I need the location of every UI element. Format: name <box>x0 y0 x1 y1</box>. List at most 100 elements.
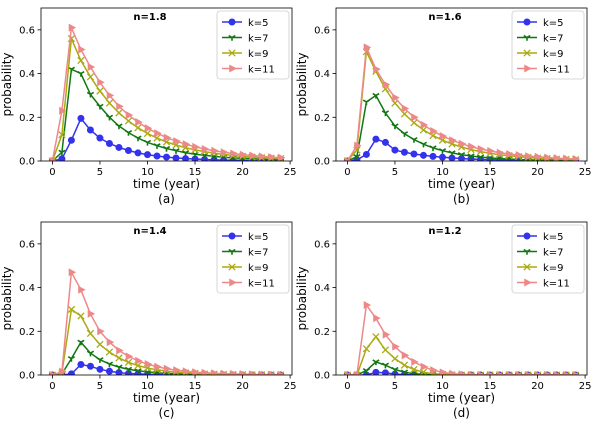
data-point <box>106 338 115 347</box>
data-point <box>457 152 466 158</box>
data-point <box>87 62 96 72</box>
y-tick-label: 0.4 <box>314 283 330 294</box>
y-tick-label: 0.4 <box>19 69 35 80</box>
data-point <box>410 136 418 143</box>
data-point <box>420 120 429 129</box>
data-point <box>105 348 114 356</box>
data-point <box>487 146 495 155</box>
legend-box <box>511 224 585 294</box>
data-point <box>115 354 123 362</box>
y-axis-label: probability <box>0 266 14 330</box>
data-point <box>59 106 67 115</box>
data-point <box>105 367 113 375</box>
data-point <box>192 142 200 151</box>
data-point <box>105 361 114 368</box>
data-point <box>430 366 438 375</box>
legend-label: k=5 <box>543 18 564 29</box>
x-tick-label: 20 <box>236 381 249 392</box>
x-tick-label: 0 <box>344 167 350 178</box>
legend-label: k=5 <box>248 18 269 29</box>
x-axis-label: time (year) <box>133 177 200 191</box>
plot-frame <box>335 221 588 376</box>
data-point <box>268 370 276 375</box>
data-point <box>391 366 399 373</box>
data-point <box>77 70 85 77</box>
data-point <box>86 91 95 98</box>
data-point <box>362 150 370 158</box>
data-point <box>86 126 94 134</box>
data-point <box>77 339 85 346</box>
data-point <box>429 145 437 152</box>
legend-marker <box>228 232 236 240</box>
data-point <box>87 309 96 318</box>
data-point <box>134 149 142 157</box>
y-tick-label: 0.6 <box>314 25 330 36</box>
legend: k=5 k=7 k=9 k=11 <box>511 10 585 80</box>
legend-marker <box>523 49 531 57</box>
data-point <box>400 148 408 156</box>
panel-caption: (a) <box>158 192 175 206</box>
data-point <box>78 45 86 54</box>
legend: k=5 k=7 k=9 k=11 <box>216 224 290 294</box>
x-tick-label: 5 <box>392 381 398 392</box>
data-point <box>563 370 571 375</box>
x-axis-label: time (year) <box>133 391 200 405</box>
data-point <box>411 113 419 122</box>
y-axis-label: probability <box>295 266 309 330</box>
data-point <box>230 149 238 158</box>
data-point <box>381 369 389 375</box>
data-point <box>239 370 248 375</box>
data-point <box>362 99 371 106</box>
data-point <box>382 80 391 89</box>
legend-label: k=7 <box>543 34 564 45</box>
data-point <box>572 370 581 375</box>
data-point <box>258 152 267 161</box>
legend-label: k=9 <box>248 49 269 60</box>
data-point <box>124 147 132 155</box>
data-point <box>353 154 361 160</box>
data-point <box>153 152 161 160</box>
data-point <box>153 143 161 149</box>
legend: k=5 k=7 k=9 k=11 <box>511 224 585 294</box>
data-point <box>372 135 380 143</box>
legend-marker <box>228 49 236 57</box>
x-tick-label: 15 <box>189 167 202 178</box>
x-tick-label: 20 <box>531 167 544 178</box>
series-line <box>347 94 576 161</box>
x-axis-label: time (year) <box>428 177 495 191</box>
y-tick-label: 0.6 <box>314 239 330 250</box>
chart-panel-4: 0 5 10 15 20 25 0.0 0.2 0.4 0.6 n=1.2 time (year) pr… <box>295 221 592 420</box>
data-point <box>496 148 505 157</box>
data-point <box>211 146 219 155</box>
data-point <box>97 327 105 336</box>
y-tick-label: 0.4 <box>314 69 330 80</box>
x-tick-label: 5 <box>392 167 398 178</box>
data-point <box>67 305 76 314</box>
data-point <box>124 117 133 125</box>
data-point <box>192 368 200 375</box>
chart-panel-1: 0 5 10 15 20 25 0.0 0.2 0.4 0.6 n=1.8 time (year) pr… <box>0 7 296 206</box>
data-point <box>77 56 85 65</box>
data-point <box>401 104 410 113</box>
x-tick-label: 25 <box>579 381 592 392</box>
data-point <box>230 369 238 375</box>
data-point <box>468 142 476 151</box>
data-point <box>134 135 142 142</box>
data-point <box>105 114 114 121</box>
data-point <box>105 99 114 107</box>
data-point <box>515 151 524 160</box>
data-point <box>77 361 85 369</box>
data-point <box>391 354 399 363</box>
x-tick-label: 10 <box>436 167 449 178</box>
plot-frame <box>40 221 293 376</box>
data-point <box>449 136 457 145</box>
y-tick-label: 0.0 <box>314 157 330 168</box>
data-point <box>391 146 399 154</box>
data-point <box>67 356 76 362</box>
data-point <box>173 366 181 375</box>
data-point <box>105 140 113 148</box>
x-tick-label: 20 <box>236 167 249 178</box>
data-point <box>449 369 457 375</box>
panel-caption: (c) <box>159 406 175 420</box>
